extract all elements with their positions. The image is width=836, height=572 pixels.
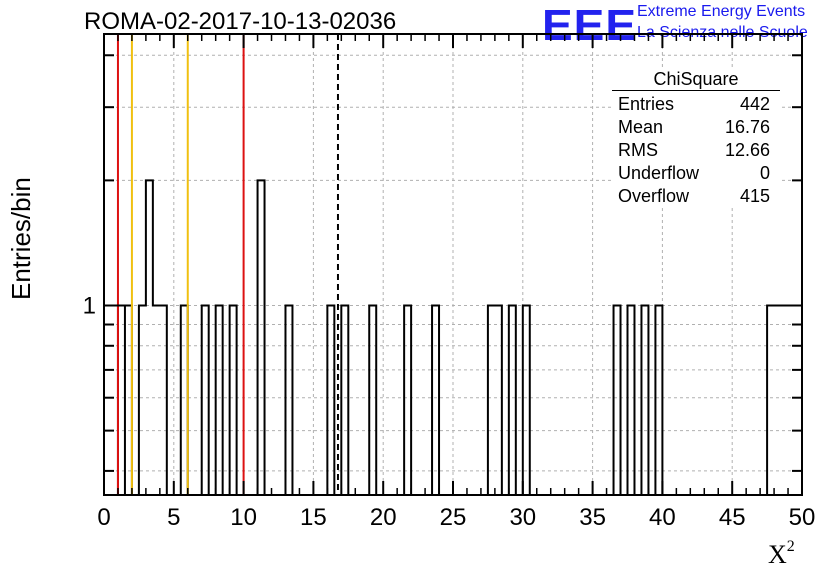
x-tick-label: 30	[509, 504, 536, 531]
stats-label: Mean	[618, 117, 664, 137]
x-tick-label: 45	[719, 504, 746, 531]
x-tick-label: 25	[440, 504, 467, 531]
stats-row: RMS 12.66	[612, 139, 780, 162]
x-tick-label: 35	[579, 504, 606, 531]
stats-value: 16.76	[724, 117, 770, 137]
x-tick-label: 50	[789, 504, 816, 531]
stats-value: 0	[759, 163, 770, 183]
stats-label: Underflow	[618, 163, 700, 183]
stats-value: 442	[739, 94, 770, 114]
stats-row: Entries 442	[612, 93, 780, 116]
stats-row: Underflow 0	[612, 162, 780, 185]
x-tick-label: 20	[370, 504, 397, 531]
logo-line-1: Extreme Energy Events	[637, 3, 806, 20]
x-tick-label: 40	[649, 504, 676, 531]
stats-label: Overflow	[618, 186, 690, 206]
x-tick-label: 15	[300, 504, 327, 531]
x-tick-label: 0	[97, 504, 110, 531]
x-axis-label: X2	[768, 538, 795, 570]
stats-row: Overflow 415	[612, 185, 780, 208]
x-axis-label-base: X	[768, 540, 787, 569]
logo-line-2: La Scienza nelle Scuole	[637, 24, 808, 41]
stats-value: 415	[739, 186, 770, 206]
stats-row: Mean 16.76	[612, 116, 780, 139]
y-tick-label: 1	[83, 292, 96, 319]
stats-box: ChiSquare Entries 442 Mean 16.76 RMS 12.66 …	[612, 68, 780, 208]
stats-title: ChiSquare	[612, 68, 780, 91]
x-tick-label: 5	[167, 504, 180, 531]
chart-title: ROMA-02-2017-10-13-02036	[84, 8, 397, 35]
stats-label: RMS	[618, 140, 658, 160]
y-axis-label: Entries/bin	[6, 177, 36, 300]
x-tick-label: 10	[230, 504, 257, 531]
x-axis-label-sup: 2	[786, 538, 795, 555]
stats-label: Entries	[618, 94, 675, 114]
stats-value: 12.66	[724, 140, 770, 160]
